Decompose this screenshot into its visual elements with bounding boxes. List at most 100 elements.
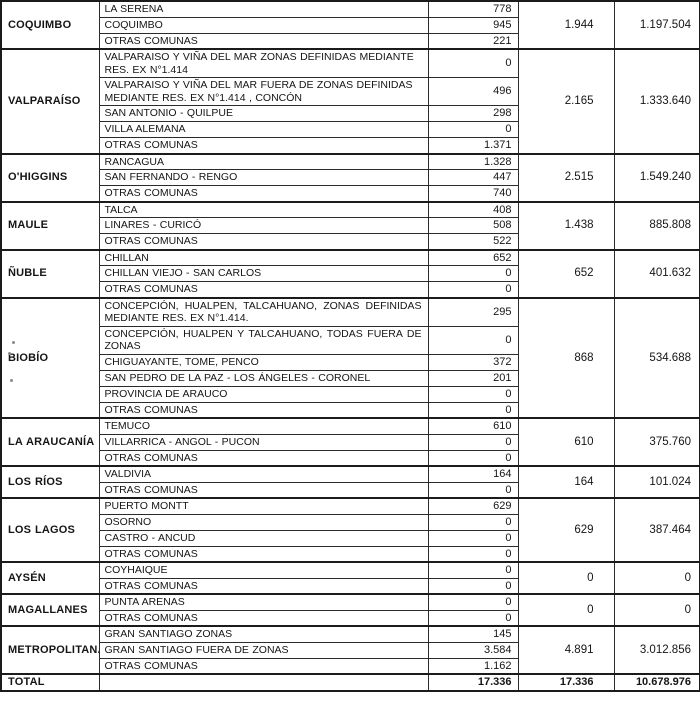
region-total-cell: 0 [613, 593, 700, 627]
table-row: METROPOLITANA GRAN SANTIAGO ZONAS 145 4.891… [0, 625, 700, 675]
commune-cell: CONCEPCIÓN, HUALPEN Y TALCAHUANO, TODAS … [98, 325, 429, 355]
commune-value-cell: 201 [427, 369, 519, 387]
region-total-cell: 387.464 [613, 497, 700, 563]
region-name-cell: VALPARAÍSO [0, 48, 100, 154]
commune-cell: CONCEPCIÓN, HUALPEN, TALCAHUANO, ZONAS D… [98, 296, 429, 327]
commune-cell: CHILLAN VIEJO - SAN CARLOS [98, 265, 429, 282]
commune-cell: OTRAS COMUNAS [98, 401, 429, 419]
region-subtotal-cell: 2.165 [517, 48, 615, 154]
commune-cell: VALPARAISO Y VIÑA DEL MAR FUERA DE ZONAS… [98, 77, 429, 106]
commune-value-cell: 0 [427, 121, 519, 138]
commune-cell: TEMUCO [98, 417, 429, 435]
commune-cell: OTRAS COMUNAS [98, 137, 429, 154]
commune-value-cell: 0 [427, 385, 519, 403]
scan-artifact [10, 379, 13, 382]
table-row: GRAN SANTIAGO FUERA DE ZONAS 3.584 [1, 641, 700, 659]
table-row: BIOBÍO CONCEPCIÓN, HUALPEN, TALCAHUANO, Z… [0, 296, 700, 419]
region-total-cell: 1.549.240 [613, 152, 700, 202]
commune-cell: OTRAS COMUNAS [98, 657, 429, 675]
region-total-cell: 401.632 [613, 248, 700, 298]
commune-value-cell: 0 [427, 529, 519, 547]
commune-cell: VILLA ALEMANA [98, 121, 429, 138]
region-subtotal-cell: 2.515 [517, 152, 615, 202]
table-row: LOS RÍOS VALDIVIA 164 164 101.024 [0, 465, 700, 499]
commune-cell: OTRAS COMUNAS [98, 545, 429, 563]
region-subtotal-cell: 164 [517, 465, 615, 499]
region-subtotal-cell: 0 [517, 593, 615, 627]
commune-value-cell: 0 [427, 401, 519, 419]
commune-value-cell: 3.584 [427, 641, 519, 659]
table-row: LOS LAGOS PUERTO MONTT 629 629 387.464 [0, 497, 700, 563]
commune-value-cell: 652 [427, 248, 519, 266]
region-name-cell: MAGALLANES [0, 593, 100, 627]
commune-value-cell: 0 [427, 481, 519, 499]
commune-cell: OTRAS COMUNAS [98, 233, 429, 250]
commune-value-cell: 295 [427, 296, 519, 327]
table-row: VILLA ALEMANA 0 [1, 121, 700, 138]
commune-value-cell: 1.328 [427, 152, 519, 170]
commune-cell: OTRAS COMUNAS [98, 281, 429, 298]
commune-cell: GRAN SANTIAGO FUERA DE ZONAS [98, 641, 429, 659]
region-total-cell: 0 [613, 561, 700, 595]
commune-cell: OSORNO [98, 513, 429, 531]
commune-value-cell: 778 [427, 0, 519, 18]
region-subtotal-cell: 610 [517, 417, 615, 467]
table-row: MAULE TALCA 408 1.438 885.808 [0, 200, 700, 250]
region-name-cell: AYSÉN [0, 561, 100, 595]
region-name-cell: MAULE [0, 200, 100, 250]
table-row: LINARES - CURICÓ 508 [1, 217, 700, 234]
region-name-cell: COQUIMBO [0, 0, 100, 50]
table-row: OSORNO 0 [1, 513, 700, 531]
commune-cell: LINARES - CURICÓ [98, 217, 429, 234]
table-row: O'HIGGINS RANCAGUA 1.328 2.515 1.549.240 [0, 152, 700, 202]
commune-value-cell: 610 [427, 417, 519, 435]
total-row: TOTAL 17.336 17.336 10.678.976 [0, 673, 700, 691]
commune-value-cell: 145 [427, 625, 519, 643]
region-name-cell: LOS LAGOS [0, 497, 100, 563]
table-row: OTRAS COMUNAS 0 [1, 401, 700, 419]
commune-value-cell: 221 [427, 32, 519, 50]
commune-value-cell: 0 [427, 265, 519, 282]
commune-cell: OTRAS COMUNAS [98, 449, 429, 467]
commune-value-cell: 0 [427, 449, 519, 467]
table-row: OTRAS COMUNAS 0 [1, 577, 700, 595]
commune-value-cell: 1.162 [427, 657, 519, 675]
commune-cell: OTRAS COMUNAS [98, 185, 429, 202]
table-row: CHIGUAYANTE, TOME, PENCO 372 [1, 353, 700, 371]
commune-value-cell: 0 [427, 281, 519, 298]
commune-value-cell: 298 [427, 105, 519, 122]
commune-cell: SAN FERNANDO - RENGO [98, 169, 429, 186]
commune-cell: OTRAS COMUNAS [98, 481, 429, 499]
commune-cell: PUNTA ARENAS [98, 593, 429, 611]
commune-value-cell: 408 [427, 200, 519, 218]
commune-value-cell: 0 [427, 577, 519, 595]
table-row: SAN PEDRO DE LA PAZ - LOS ÁNGELES - CORO… [1, 369, 700, 387]
commune-value-cell: 496 [427, 77, 519, 106]
region-total-cell: 375.760 [613, 417, 700, 467]
region-subtotal-cell: 1.438 [517, 200, 615, 250]
table-row: VILLARRICA - ANGOL - PUCON 0 [1, 433, 700, 451]
commune-cell: COYHAIQUE [98, 561, 429, 579]
table-row: COQUIMBO LA SERENA 778 1.944 1.197.504 [0, 0, 700, 50]
table-row: LA ARAUCANÍA TEMUCO 610 610 375.760 [0, 417, 700, 467]
region-subtotal-cell: 629 [517, 497, 615, 563]
region-subtotal-cell: 652 [517, 248, 615, 298]
table-row: MAGALLANES PUNTA ARENAS 0 0 0 [0, 593, 700, 627]
commune-value-cell: 0 [427, 593, 519, 611]
commune-value-cell: 0 [427, 513, 519, 531]
table-row: ÑUBLE CHILLAN 652 652 401.632 [0, 248, 700, 298]
region-total-cell: 534.688 [613, 296, 700, 419]
commune-cell: PROVINCIA DE ARAUCO [98, 385, 429, 403]
commune-value-cell: 0 [427, 609, 519, 627]
region-name-cell: METROPOLITANA [0, 625, 100, 675]
commune-cell: SAN PEDRO DE LA PAZ - LOS ÁNGELES - CORO… [98, 369, 429, 387]
total-empty-cell [98, 673, 429, 691]
commune-cell: COQUIMBO [98, 16, 429, 34]
commune-value-cell: 0 [427, 545, 519, 563]
region-total-cell: 101.024 [613, 465, 700, 499]
region-total-cell: 1.333.640 [613, 48, 700, 154]
region-name-cell: LA ARAUCANÍA [0, 417, 100, 467]
table-row: OTRAS COMUNAS 1.162 [1, 657, 700, 675]
